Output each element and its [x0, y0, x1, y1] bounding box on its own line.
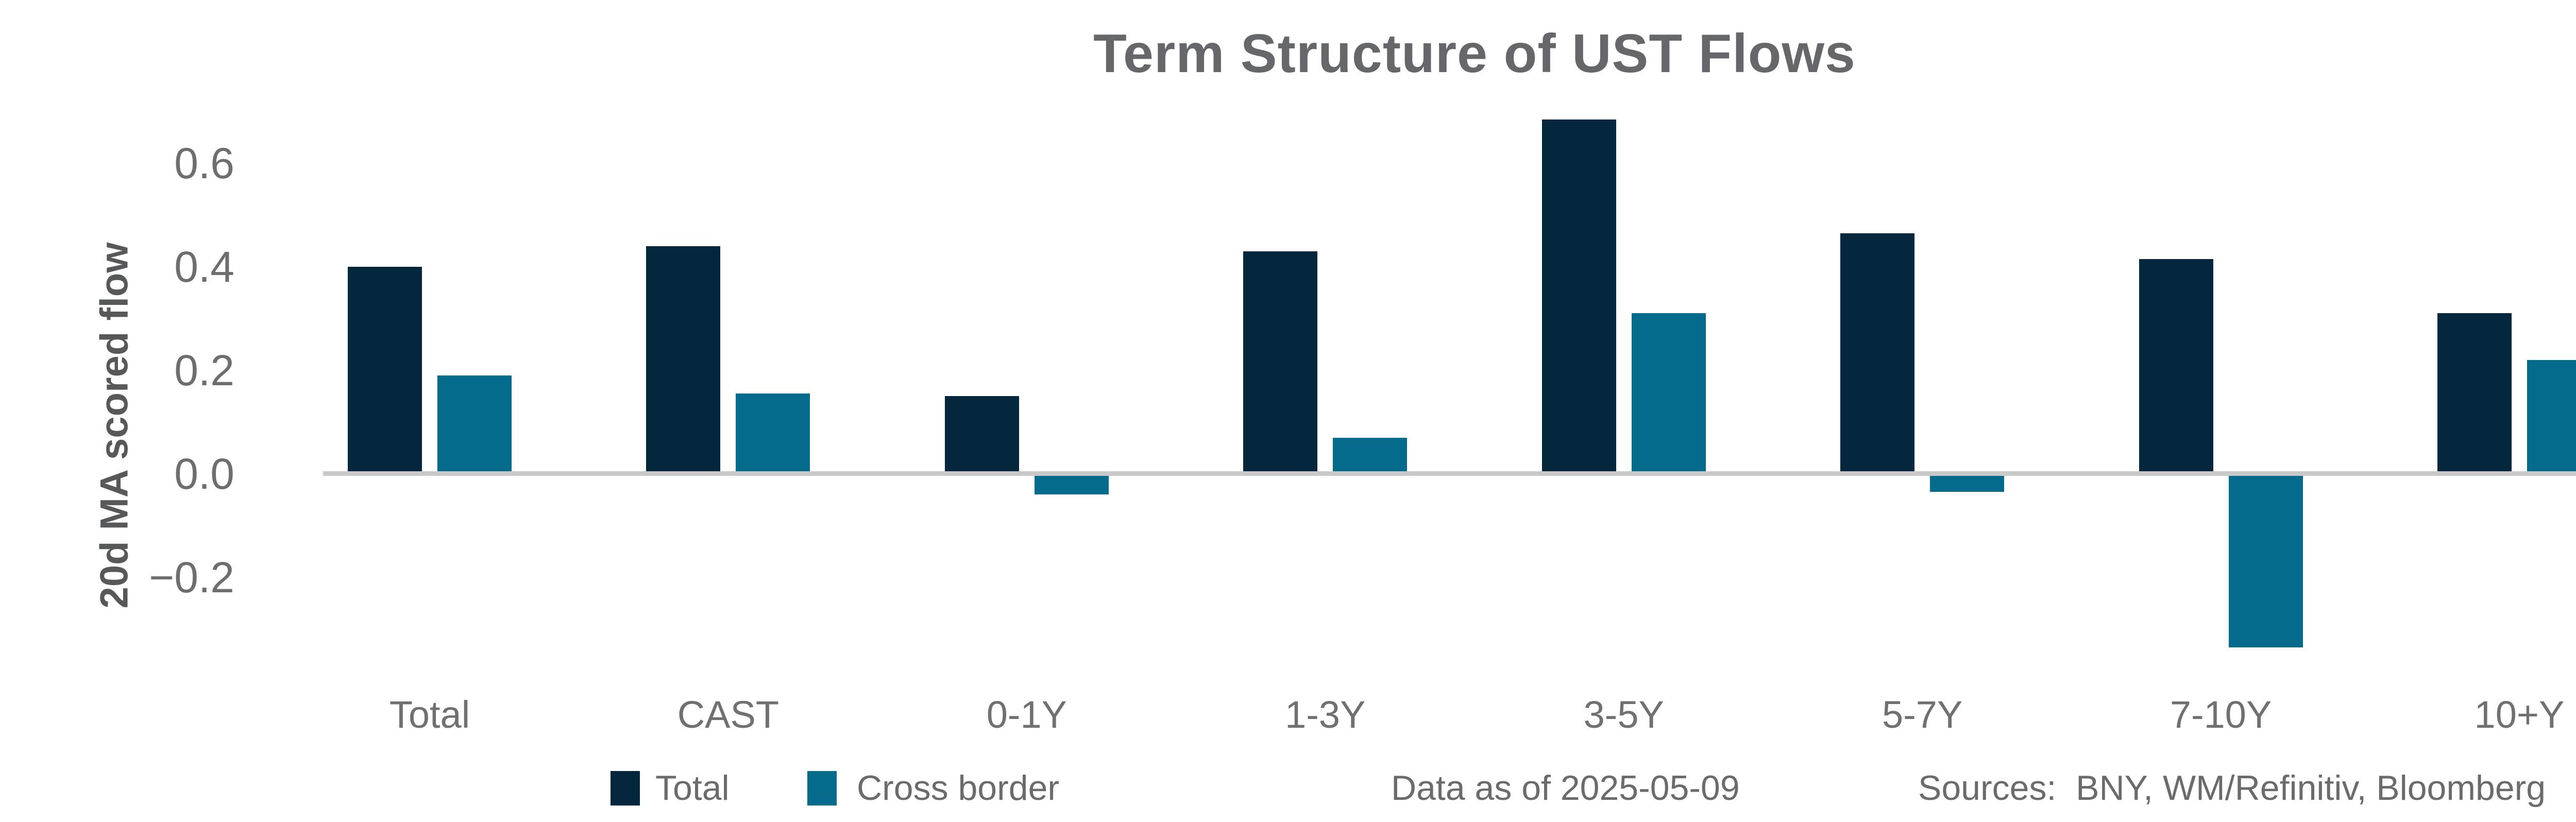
x-category-label-1-3y: 1-3Y	[1285, 693, 1366, 736]
y-tick-0.2: 0.2	[174, 346, 234, 395]
bar-total-7-10y	[2139, 259, 2213, 474]
data-as-of-note: Data as of 2025-05-09	[1391, 768, 1740, 808]
bar-total-10-y	[2437, 313, 2512, 474]
zero-baseline	[323, 471, 2576, 476]
bar-total-1-3y	[1243, 251, 1318, 474]
bar-total-total	[348, 267, 422, 474]
x-category-label-total: Total	[389, 693, 470, 736]
y-tick-0.6: 0.6	[174, 139, 234, 187]
legend-swatch-cross-border	[807, 771, 837, 806]
y-tick-neg0.2: −0.2	[149, 553, 234, 602]
y-tick-0.4: 0.4	[174, 243, 234, 291]
x-category-label-cast: CAST	[677, 693, 779, 736]
legend-label-total: Total	[655, 768, 730, 808]
bar-cross-border-total	[437, 375, 512, 474]
bar-cross-border-5-7y	[1930, 474, 2005, 492]
chart-title: Term Structure of UST Flows	[1093, 23, 1856, 84]
bar-total-cast	[646, 246, 721, 474]
legend-swatch-total	[611, 771, 640, 806]
bar-cross-border-7-10y	[2228, 474, 2303, 647]
legend-label-cross-border: Cross border	[857, 768, 1060, 808]
bar-cross-border-3-5y	[1631, 313, 1706, 474]
bar-cross-border-10-y	[2527, 359, 2576, 474]
bar-total-5-7y	[1840, 233, 1915, 474]
bar-cross-border-cast	[736, 393, 810, 474]
y-tick-0: 0.0	[174, 450, 234, 498]
y-axis-label: 20d MA scored flow	[92, 242, 137, 609]
x-category-label-0-1y: 0-1Y	[986, 693, 1067, 736]
bar-total-3-5y	[1541, 119, 1616, 474]
x-category-label-7-10y: 7-10Y	[2170, 693, 2272, 736]
bar-cross-border-1-3y	[1333, 437, 1408, 474]
sources-note: Sources: BNY, WM/Refinitiv, Bloomberg	[1918, 768, 2546, 808]
x-category-label-3-5y: 3-5Y	[1583, 693, 1664, 736]
x-category-label-5-7y: 5-7Y	[1882, 693, 1963, 736]
bar-total-0-1y	[944, 396, 1019, 474]
x-category-label-10-y: 10+Y	[2474, 693, 2565, 736]
bar-cross-border-0-1y	[1034, 474, 1109, 495]
